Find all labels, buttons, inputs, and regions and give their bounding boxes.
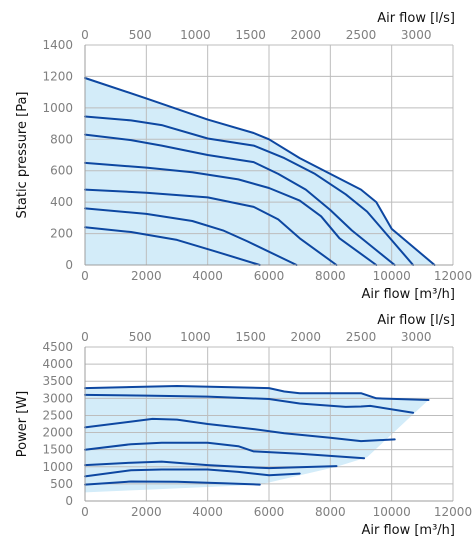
x2-tick-label: 500 xyxy=(129,28,152,42)
y-tick-label: 600 xyxy=(50,164,73,178)
x-axis-title: Air flow [m³/h] xyxy=(361,523,455,538)
y-tick-label: 200 xyxy=(50,227,73,241)
curve-2 xyxy=(84,115,415,266)
curve-7 xyxy=(84,480,261,486)
x2-tick-label: 3000 xyxy=(401,330,432,344)
y-tick-label: 4000 xyxy=(42,357,73,371)
x-tick-label: 10000 xyxy=(373,269,411,283)
x2-tick-label: 1000 xyxy=(180,28,211,42)
y-tick-label: 800 xyxy=(50,132,73,146)
x2-tick-label: 1500 xyxy=(235,330,266,344)
x-tick-label: 6000 xyxy=(254,505,285,519)
x2-tick-label: 1500 xyxy=(235,28,266,42)
x-tick-label: 0 xyxy=(81,269,89,283)
x2-axis-title: Air flow [l/s] xyxy=(377,11,455,26)
y-tick-label: 0 xyxy=(65,494,73,508)
curve-7 xyxy=(84,226,261,266)
x-tick-label: 8000 xyxy=(315,269,346,283)
x2-axis-title: Air flow [l/s] xyxy=(377,313,455,328)
y-axis-title: Static pressure [Pa] xyxy=(15,92,30,219)
x2-tick-label: 2000 xyxy=(291,28,322,42)
x-tick-label: 10000 xyxy=(373,505,411,519)
curve-4 xyxy=(84,441,366,460)
curve-3 xyxy=(84,417,396,443)
operating-area xyxy=(85,78,435,265)
curve-4 xyxy=(84,161,378,266)
x2-tick-label: 0 xyxy=(81,28,89,42)
y-tick-label: 4500 xyxy=(42,340,73,354)
x2-tick-label: 500 xyxy=(129,330,152,344)
y-tick-label: 0 xyxy=(65,258,73,272)
x2-tick-label: 2500 xyxy=(346,28,377,42)
x-tick-label: 0 xyxy=(81,505,89,519)
y-tick-label: 3000 xyxy=(42,391,73,405)
y-axis-title: Power [W] xyxy=(15,391,30,457)
curve-1 xyxy=(84,385,430,401)
x2-tick-label: 0 xyxy=(81,330,89,344)
y-tick-label: 1000 xyxy=(42,101,73,115)
y-tick-label: 500 xyxy=(50,477,73,491)
y-tick-label: 1000 xyxy=(42,460,73,474)
x-tick-label: 6000 xyxy=(254,269,285,283)
x2-tick-label: 3000 xyxy=(401,28,432,42)
x-tick-label: 8000 xyxy=(315,505,346,519)
curve-6 xyxy=(84,207,298,266)
y-tick-label: 400 xyxy=(50,195,73,209)
x2-tick-label: 2500 xyxy=(346,330,377,344)
x-tick-label: 12000 xyxy=(434,505,472,519)
x-tick-label: 12000 xyxy=(434,269,472,283)
curve-6 xyxy=(84,468,301,478)
x-tick-label: 2000 xyxy=(131,505,162,519)
x2-tick-label: 1000 xyxy=(180,330,211,344)
y-tick-label: 2000 xyxy=(42,426,73,440)
y-tick-label: 1200 xyxy=(42,69,73,83)
curve-2 xyxy=(84,393,415,414)
x2-tick-label: 2000 xyxy=(291,330,322,344)
curve-3 xyxy=(84,133,396,266)
y-tick-label: 2500 xyxy=(42,408,73,422)
curve-5 xyxy=(84,188,338,266)
x-tick-label: 4000 xyxy=(192,505,223,519)
x-tick-label: 2000 xyxy=(131,269,162,283)
curve-5 xyxy=(84,460,338,470)
y-tick-label: 3500 xyxy=(42,374,73,388)
x-tick-label: 4000 xyxy=(192,269,223,283)
operating-area xyxy=(85,386,429,493)
x-axis-title: Air flow [m³/h] xyxy=(361,287,455,302)
curve-1 xyxy=(84,77,436,266)
y-tick-label: 1400 xyxy=(42,38,73,52)
y-tick-label: 1500 xyxy=(42,443,73,457)
